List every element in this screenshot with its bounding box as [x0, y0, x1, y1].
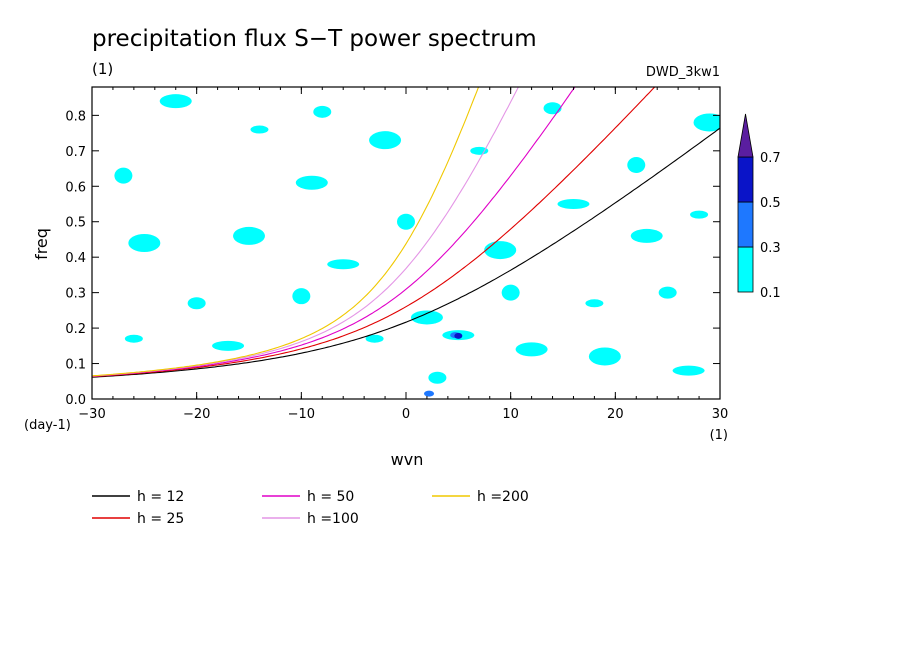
contour-blob: [187, 297, 206, 310]
dispersion-curves-layer: [92, 87, 720, 378]
dispersion-curve: [92, 87, 520, 377]
contour-blob: [693, 113, 720, 132]
contour-blob: [365, 334, 384, 343]
x-tick-label: 10: [502, 407, 519, 422]
contour-blob: [501, 284, 520, 301]
legend-label: h = 12: [137, 489, 184, 505]
colorbar-label: 0.7: [760, 151, 781, 166]
x-tick-label: −10: [288, 407, 315, 422]
colorbar-label: 0.5: [760, 196, 781, 211]
y-axis-label: freq: [32, 228, 51, 260]
contour-blob: [292, 288, 311, 305]
colorbar-label: 0.1: [760, 286, 781, 301]
y-tick-label: 0.1: [65, 358, 86, 373]
dispersion-curve: [92, 87, 576, 377]
legend-label: h = 50: [307, 489, 354, 505]
y-tick-label: 0.6: [65, 180, 86, 195]
y-tick-label: 0.7: [65, 145, 86, 160]
contour-blob: [250, 125, 269, 134]
y-axis-unit: (day-1): [24, 418, 71, 433]
contour-blob: [114, 167, 133, 184]
contour-blob: [212, 340, 245, 351]
legend-label: h =200: [477, 489, 529, 505]
contour-blob: [124, 334, 143, 343]
contour-blob: [313, 105, 332, 118]
contour-blob: [327, 259, 360, 270]
chart-title: precipitation flux S−T power spectrum: [92, 26, 537, 52]
contour-blob: [672, 365, 705, 376]
x-tick-label: 20: [607, 407, 624, 422]
contour-blob: [428, 371, 447, 384]
contour-blob: [410, 310, 443, 325]
x-tick-label: 0: [402, 407, 410, 422]
colorbar-label: 0.3: [760, 241, 781, 256]
legend-label: h = 25: [137, 511, 184, 527]
colorbar-extend-triangle: [737, 113, 754, 158]
dispersion-curve: [92, 87, 480, 377]
contour-blob: [397, 213, 415, 230]
x-axis-unit: (1): [710, 428, 728, 443]
x-tick-label: −30: [78, 407, 105, 422]
contour-blob: [424, 390, 435, 397]
contour-blob: [159, 94, 192, 109]
colorbar-segment: [737, 246, 754, 293]
dispersion-curve: [92, 87, 656, 378]
dataset-label: DWD_3kw1: [646, 65, 720, 80]
legend-label: h =100: [307, 511, 359, 527]
axis-ticks: −30 −20 −10 0 10 20 30 0.0 0.1 0.2 0.3 0.4 0.5 0.6 0.7…: [65, 87, 728, 422]
contour-blob: [630, 228, 663, 243]
colorbar: 0.1 0.3 0.5 0.7: [737, 113, 781, 301]
chart-unit-label: (1): [92, 60, 113, 78]
contour-blob: [627, 157, 646, 173]
contour-blob: [128, 234, 161, 252]
y-tick-label: 0.4: [65, 251, 86, 266]
dispersion-curve: [92, 127, 720, 378]
contour-blob: [454, 332, 463, 339]
contour-blob: [515, 342, 548, 357]
contour-blob: [585, 299, 604, 308]
contour-blob: [690, 210, 709, 219]
y-tick-label: 0.3: [65, 287, 86, 302]
contour-blob: [295, 175, 328, 190]
contour-blob: [658, 286, 677, 299]
y-tick-label: 0.8: [65, 109, 86, 124]
contour-fill-layer: [114, 94, 720, 397]
legend: h = 12 h = 25 h = 50 h =100 h =200: [92, 489, 529, 527]
x-axis-label: wvn: [391, 450, 424, 469]
contour-blob: [557, 199, 590, 209]
contour-blob: [369, 131, 402, 150]
y-tick-label: 0.2: [65, 322, 86, 337]
y-tick-label: 0.0: [65, 393, 86, 408]
colorbar-segment: [737, 156, 754, 203]
contour-blob: [543, 102, 562, 115]
contour-blob: [233, 226, 265, 245]
colorbar-segment: [737, 201, 754, 248]
y-tick-label: 0.5: [65, 216, 86, 231]
x-tick-label: 30: [712, 407, 729, 422]
contour-blob: [588, 347, 621, 366]
x-tick-label: −20: [183, 407, 210, 422]
contour-blob: [484, 241, 517, 260]
